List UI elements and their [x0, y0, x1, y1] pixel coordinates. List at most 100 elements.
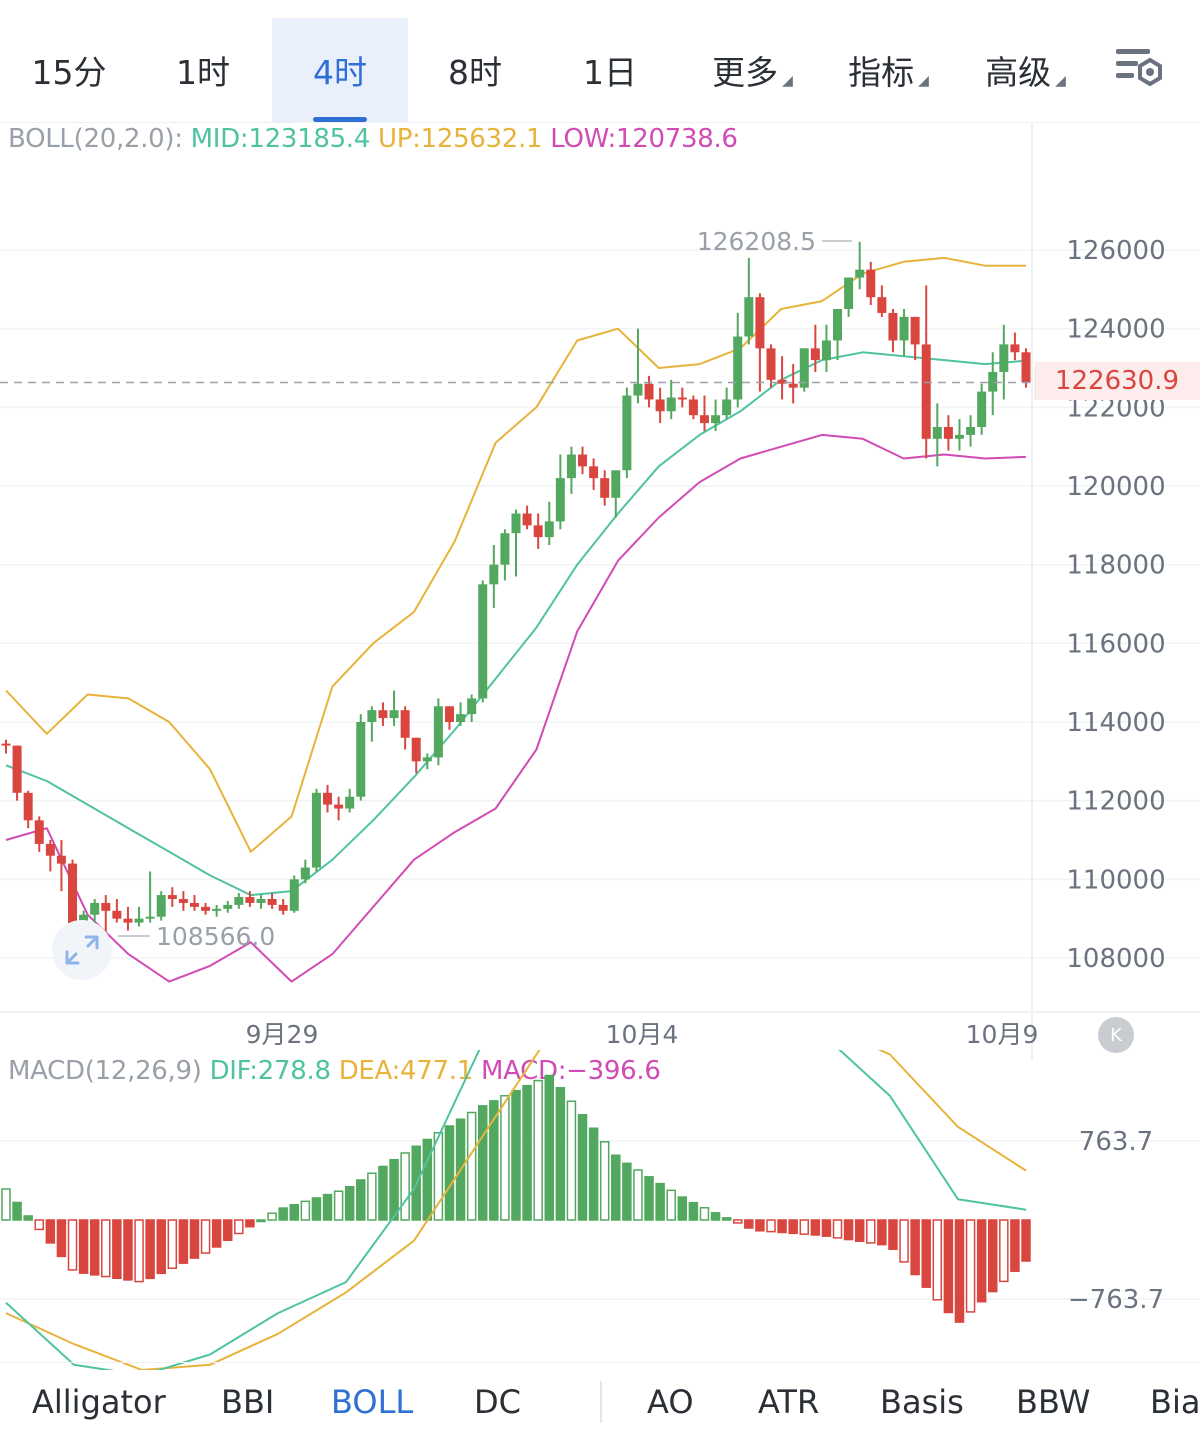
candle-body	[578, 454, 588, 467]
price-tick-label: 116000	[1066, 629, 1165, 659]
macd-histogram-bar	[267, 1212, 277, 1221]
macd-histogram-bar	[777, 1219, 787, 1234]
scroll-to-latest-button[interactable]: K	[1098, 1017, 1134, 1053]
candle-body	[533, 525, 543, 538]
macd-histogram-bar	[633, 1169, 643, 1221]
price-tick-label: 120000	[1066, 472, 1165, 502]
boll-legend: BOLL(20,2.0): MID:123185.4 UP:125632.1 LOW:…	[8, 124, 746, 154]
indicator-basis[interactable]: Basis	[880, 1363, 964, 1441]
macd-histogram-bar	[234, 1219, 244, 1235]
macd-histogram-bar	[189, 1219, 200, 1259]
candle-body	[633, 383, 643, 396]
macd-histogram-bar	[167, 1219, 178, 1269]
indicator-alligator[interactable]: Alligator	[32, 1363, 166, 1441]
candle-body	[234, 897, 244, 905]
indicator-tab-bar: Alligator BBI BOLL DC AO ATR Basis BBW B…	[0, 1362, 1200, 1441]
macd-histogram-bar	[101, 1219, 111, 1278]
tab-label: 1日	[583, 53, 637, 92]
low-marker: 108566.0	[118, 922, 275, 951]
price-tick-label: 124000	[1066, 315, 1165, 345]
macd-histogram-bar	[577, 1114, 588, 1221]
indicator-ao[interactable]: AO	[647, 1363, 694, 1441]
tab-label: 1时	[176, 53, 230, 92]
candle-body	[877, 297, 887, 313]
indicator-bbw[interactable]: BBW	[1016, 1363, 1090, 1441]
macd-histogram-bar	[300, 1200, 311, 1221]
chart-settings-icon	[1116, 49, 1162, 87]
macd-histogram-bar	[433, 1131, 444, 1221]
candle-body	[921, 344, 931, 439]
indicator-bias[interactable]: Bias	[1150, 1363, 1200, 1441]
macd-histogram-bar	[123, 1219, 133, 1281]
macd-histogram-bar	[888, 1219, 898, 1250]
tab-4h[interactable]: 4时	[272, 18, 408, 122]
tab-1h[interactable]: 1时	[136, 18, 270, 122]
tab-1d[interactable]: 1日	[545, 18, 675, 122]
tab-more-dropdown[interactable]: 更多 ◢	[690, 18, 815, 122]
candle-body	[334, 804, 344, 809]
boll-up-value: UP:125632.1	[378, 124, 543, 154]
macd-histogram-bar	[322, 1193, 333, 1221]
indicator-label: BOLL	[331, 1383, 414, 1421]
macd-histogram-bar	[810, 1219, 821, 1236]
macd-histogram-bar	[289, 1203, 300, 1221]
price-tick-label: 112000	[1066, 787, 1165, 817]
macd-histogram-bar	[367, 1172, 377, 1221]
macd-histogram-bar	[921, 1219, 931, 1288]
expand-arrows-icon	[65, 935, 99, 965]
candle-body	[178, 899, 188, 903]
expand-chart-button[interactable]	[52, 920, 112, 980]
macd-histogram-bar	[222, 1219, 233, 1241]
tab-label: 高级	[985, 53, 1052, 92]
price-tick-label: 126000	[1066, 236, 1165, 266]
candle-body	[655, 399, 665, 412]
boll-lines	[5, 256, 1027, 983]
indicator-bbi[interactable]: BBI	[221, 1363, 274, 1441]
candle-body	[345, 796, 355, 809]
candle-body	[223, 904, 233, 909]
tab-advanced-dropdown[interactable]: 高级 ◢	[963, 18, 1088, 122]
macd-histogram-bar	[178, 1219, 189, 1264]
macd-histogram-bar	[378, 1165, 388, 1221]
boll-mid-line	[5, 351, 1027, 897]
indicator-dc[interactable]: DC	[474, 1363, 521, 1441]
indicator-label: AO	[647, 1383, 694, 1421]
macd-histogram-bar	[45, 1219, 56, 1244]
macd-histogram-bar	[832, 1219, 843, 1239]
candle-body	[866, 269, 876, 298]
macd-histogram-bar	[943, 1219, 954, 1314]
macd-histogram-bar	[710, 1212, 721, 1221]
candle-body	[112, 910, 122, 919]
indicator-label: Basis	[880, 1383, 964, 1421]
dropdown-caret-icon: ◢	[782, 73, 793, 89]
tab-indicators-dropdown[interactable]: 指标 ◢	[826, 18, 951, 122]
candle-body	[156, 895, 166, 917]
date-axis: 9月29 10月4 10月9	[246, 1020, 1039, 1049]
candle-body	[722, 399, 732, 416]
boll-lower-line	[5, 433, 1027, 983]
tab-15m[interactable]: 15分	[10, 18, 128, 122]
scroll-left-icon: K	[1110, 1024, 1122, 1046]
indicator-boll[interactable]: BOLL	[331, 1363, 413, 1441]
tab-8h[interactable]: 8时	[410, 18, 540, 122]
macd-histogram-bar	[799, 1219, 810, 1235]
macd-dea-line	[5, 1050, 1027, 1370]
price-gridlines	[0, 249, 1200, 959]
candle-body	[45, 843, 55, 856]
macd-histogram-bar	[78, 1219, 89, 1274]
macd-tick-label: 763.7	[1079, 1127, 1153, 1157]
boll-upper-line	[5, 256, 1026, 853]
macd-histogram-bar	[311, 1197, 322, 1221]
macd-histogram-bar	[899, 1219, 909, 1263]
candle-body	[289, 879, 299, 911]
candle-body	[212, 908, 222, 911]
tab-label: 指标	[848, 53, 915, 92]
candle-body	[711, 415, 721, 424]
macd-chart[interactable]: 2.29K763.7−763.7−2.29K	[0, 1050, 1200, 1370]
macd-histogram-bar	[211, 1219, 222, 1248]
chart-settings-button[interactable]	[1112, 44, 1172, 96]
candle-body	[34, 820, 44, 844]
indicator-atr[interactable]: ATR	[758, 1363, 819, 1441]
candle-body	[954, 434, 964, 439]
price-chart[interactable]: 1260001240001220001200001180001160001140…	[0, 0, 1200, 1060]
